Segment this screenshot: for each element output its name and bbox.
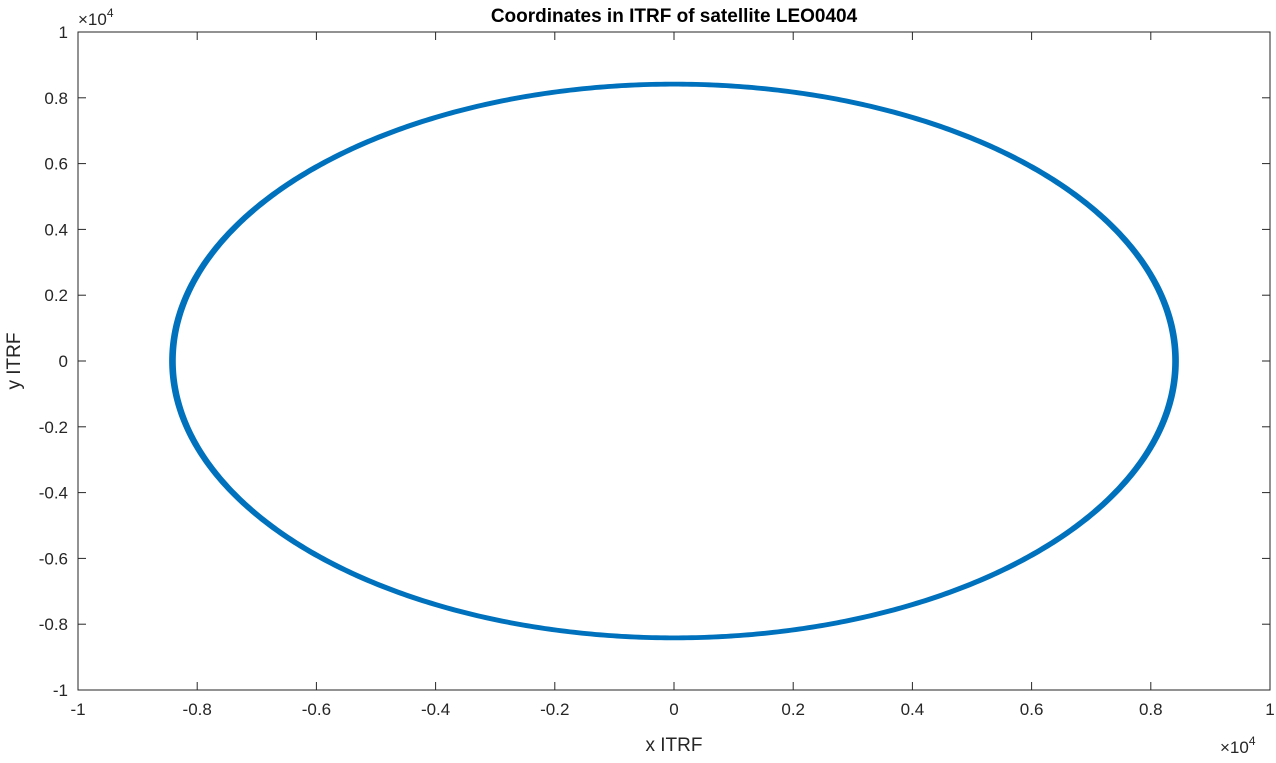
y-exponent-label: ×104: [78, 6, 114, 29]
y-tick-label: 1: [59, 23, 68, 42]
y-tick-label: -0.4: [39, 484, 68, 503]
y-tick-label: 0: [59, 352, 68, 371]
y-tick-label: 0.6: [44, 155, 68, 174]
x-tick-label: -0.6: [302, 700, 331, 719]
x-tick-label: 1: [1265, 700, 1274, 719]
orbit-line: [170, 82, 1178, 640]
y-axis-label: y ITRF: [4, 333, 25, 390]
x-exponent-label: ×104: [1220, 734, 1256, 757]
x-exponent-power: 4: [1249, 734, 1256, 748]
x-tick-label: -0.4: [421, 700, 450, 719]
x-tick-label: 0.2: [781, 700, 805, 719]
y-tick-label: -1: [53, 681, 68, 700]
x-tick-label: -0.2: [540, 700, 569, 719]
svg-text:×104: ×104: [78, 6, 114, 29]
x-tick-label: 0: [669, 700, 678, 719]
y-tick-label: -0.8: [39, 615, 68, 634]
chart-title: Coordinates in ITRF of satellite LEO0404: [491, 6, 858, 27]
x-exponent-base: ×10: [1220, 738, 1249, 757]
y-tick-label: 0.2: [44, 286, 68, 305]
plot-area-background: [78, 32, 1270, 690]
y-exponent-power: 4: [107, 6, 114, 20]
y-exponent-base: ×10: [78, 10, 107, 29]
x-tick-label: -0.8: [183, 700, 212, 719]
x-tick-label: 0.6: [1020, 700, 1044, 719]
x-tick-label: 0.8: [1139, 700, 1163, 719]
y-tick-label: 0.8: [44, 89, 68, 108]
y-tick-label: -0.2: [39, 418, 68, 437]
svg-text:×104: ×104: [1220, 734, 1256, 757]
ticks-layer: -1 -0.8 -0.6 -0.4 -0.2 0 0.2 0.4 0.6 0.8 1 -1 -0.8 -0…: [39, 23, 1275, 719]
x-tick-label: 0.4: [901, 700, 925, 719]
x-axis-label: x ITRF: [646, 735, 703, 756]
y-tick-label: -0.6: [39, 549, 68, 568]
y-tick-label: 0.4: [44, 220, 68, 239]
series-layer: [169, 81, 1179, 641]
x-tick-label: -1: [70, 700, 85, 719]
